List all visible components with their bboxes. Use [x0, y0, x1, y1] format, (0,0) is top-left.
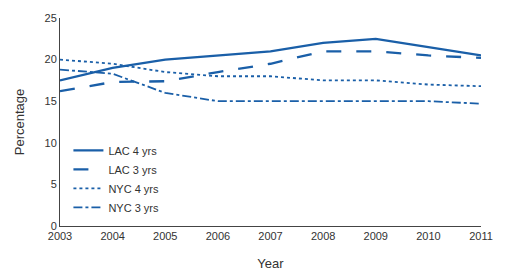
svg-text:2009: 2009: [364, 230, 388, 242]
svg-text:2004: 2004: [100, 230, 124, 242]
svg-text:15: 15: [45, 95, 57, 107]
svg-text:2005: 2005: [153, 230, 177, 242]
svg-text:5: 5: [51, 178, 57, 190]
svg-text:2003: 2003: [48, 230, 72, 242]
svg-text:Year: Year: [257, 256, 284, 271]
svg-text:Percentage: Percentage: [12, 89, 27, 156]
svg-text:2007: 2007: [258, 230, 282, 242]
svg-text:LAC 3 yrs: LAC 3 yrs: [108, 164, 157, 176]
svg-text:2006: 2006: [206, 230, 230, 242]
svg-text:NYC 4 yrs: NYC 4 yrs: [108, 183, 159, 195]
svg-text:20: 20: [45, 53, 57, 65]
svg-text:0: 0: [51, 220, 57, 232]
svg-text:LAC 4 yrs: LAC 4 yrs: [108, 145, 157, 157]
svg-text:2010: 2010: [416, 230, 440, 242]
svg-text:10: 10: [45, 137, 57, 149]
svg-text:2011: 2011: [469, 230, 493, 242]
svg-text:25: 25: [45, 12, 57, 24]
svg-text:2008: 2008: [311, 230, 335, 242]
svg-text:NYC 3 yrs: NYC 3 yrs: [108, 202, 159, 214]
